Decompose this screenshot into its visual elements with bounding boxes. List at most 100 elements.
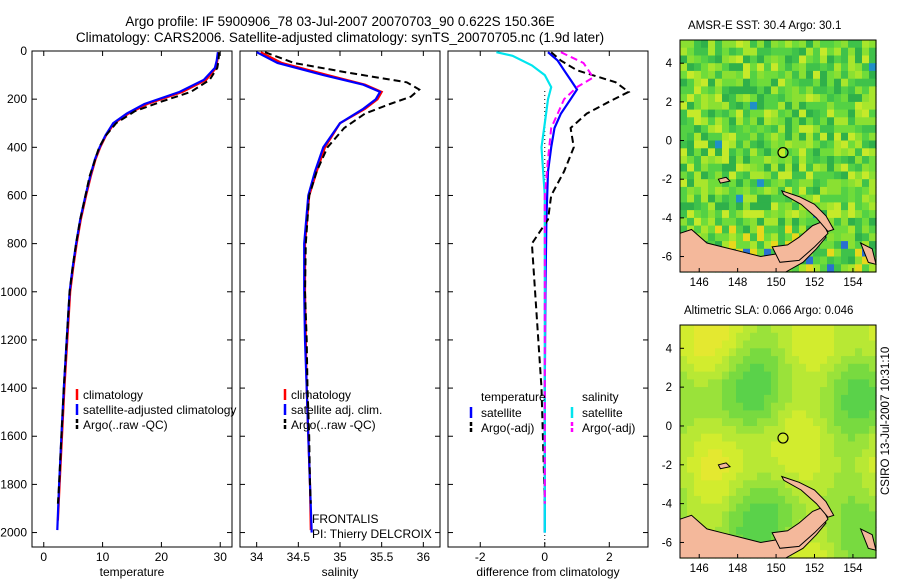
- map-cell: [694, 156, 702, 165]
- map-cell: [771, 202, 779, 211]
- map-cell: [785, 47, 793, 56]
- map-cell: [841, 140, 849, 149]
- map-x-tick-label: 148: [728, 563, 747, 575]
- map-cell: [715, 503, 723, 512]
- map-cell: [757, 86, 765, 95]
- map-cell: [869, 325, 877, 334]
- map-y-tick-label: 4: [666, 58, 673, 70]
- map-cell: [701, 156, 709, 165]
- map-cell: [743, 480, 751, 489]
- map-cell: [771, 225, 779, 234]
- map-cell: [841, 233, 849, 242]
- map-cell: [680, 225, 688, 234]
- map-cell: [743, 225, 751, 234]
- map-cell: [750, 101, 758, 111]
- map-cell: [694, 488, 702, 497]
- map-cell: [771, 472, 779, 481]
- map-cell: [799, 70, 807, 80]
- map-cell: [715, 363, 723, 373]
- map-cell: [862, 125, 870, 134]
- map-cell: [785, 457, 793, 466]
- map-cell: [862, 47, 870, 56]
- map-cell: [708, 63, 716, 72]
- map-cell: [694, 55, 702, 64]
- map-cell: [729, 148, 737, 157]
- map-cell: [834, 86, 842, 95]
- x-tick-label-2: 35: [333, 550, 347, 564]
- frontalis-annotation: FRONTALIS: [312, 512, 378, 526]
- map-cell: [806, 179, 814, 188]
- map-cell: [813, 550, 821, 559]
- map-cell: [694, 457, 702, 466]
- plot-frame-1: [31, 50, 233, 548]
- map-cell: [680, 109, 688, 118]
- map-cell: [869, 194, 877, 203]
- map-cell: [750, 70, 758, 80]
- map-cell: [743, 210, 751, 219]
- map-cell: [708, 511, 716, 520]
- map-cell: [806, 256, 814, 265]
- map-cell: [792, 340, 800, 349]
- map-cell: [715, 379, 723, 388]
- map-cell: [792, 86, 800, 95]
- map-cell: [855, 210, 863, 219]
- map-cell: [701, 47, 709, 56]
- map-cell: [694, 418, 702, 427]
- map-cell: [701, 78, 709, 87]
- map-cell: [855, 534, 863, 544]
- map-cell: [820, 379, 828, 388]
- map-cell: [701, 503, 709, 512]
- map-cell: [771, 86, 779, 95]
- map-cell: [848, 217, 856, 227]
- map-cell: [792, 70, 800, 80]
- map-cell: [729, 363, 737, 373]
- map-cell: [680, 55, 688, 64]
- map-cell: [785, 379, 793, 388]
- map-cell: [792, 78, 800, 87]
- map-cell: [778, 379, 786, 388]
- map-cell: [827, 194, 835, 203]
- map-cell: [799, 217, 807, 227]
- map-cell: [813, 163, 821, 172]
- map-cell: [813, 371, 821, 380]
- map-cell: [722, 379, 730, 388]
- map-cell: [785, 480, 793, 489]
- map-cell: [862, 163, 870, 172]
- map-cell: [778, 148, 786, 157]
- map-cell: [827, 542, 835, 551]
- map-cell: [841, 55, 849, 64]
- x-tick-label-3: 2: [606, 550, 613, 564]
- map-cell: [841, 464, 849, 474]
- map-cell: [785, 202, 793, 211]
- map-cell: [848, 410, 856, 419]
- map-cell: [848, 156, 856, 165]
- map-cell: [806, 550, 814, 559]
- map-cell: [736, 464, 744, 474]
- map-cell: [855, 526, 863, 536]
- map-cell: [827, 202, 835, 211]
- map-cell: [820, 256, 828, 265]
- map-cell: [834, 225, 842, 234]
- plot-frame-3: [447, 50, 649, 548]
- map-cell: [834, 542, 842, 551]
- map-cell: [813, 363, 821, 373]
- map-cell: [862, 550, 870, 559]
- map-cell: [806, 433, 814, 443]
- map-cell: [750, 495, 758, 505]
- map-cell: [680, 148, 688, 157]
- map-cell: [848, 70, 856, 80]
- map-cell: [834, 163, 842, 172]
- x-tick-label-2: 34: [250, 550, 264, 564]
- map-cell: [701, 217, 709, 227]
- map-cell: [827, 526, 835, 536]
- map-cell: [680, 371, 688, 380]
- map-cell: [841, 125, 849, 134]
- map-cell: [708, 379, 716, 388]
- map-cell: [750, 156, 758, 165]
- legend-label-diff: Argo(-adj): [481, 421, 534, 435]
- map-cell: [757, 480, 765, 489]
- map-cell: [806, 495, 814, 505]
- sla-map: [679, 324, 877, 559]
- map-cell: [694, 511, 702, 520]
- map-cell: [687, 488, 695, 497]
